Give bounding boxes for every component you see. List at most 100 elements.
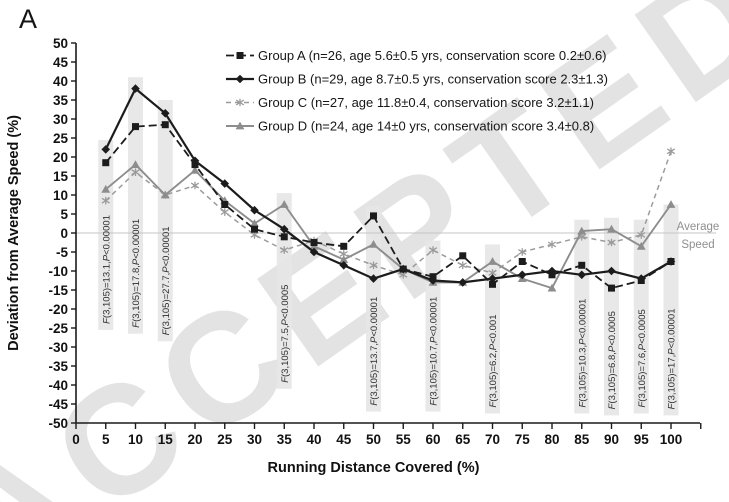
asterisk-marker <box>547 240 557 249</box>
asterisk-marker <box>666 147 676 156</box>
y-tick-label: 15 <box>53 169 69 184</box>
diamond-marker <box>279 224 289 234</box>
square-marker <box>310 239 318 246</box>
asterisk-marker <box>280 246 289 254</box>
y-tick-label: -50 <box>48 416 68 431</box>
triangle-marker <box>279 200 289 208</box>
triangle-marker <box>547 283 557 292</box>
legend-label: Group C (n=27, age 11.8±0.4, conservatio… <box>258 95 594 110</box>
diamond-marker <box>428 276 438 285</box>
square-marker <box>221 201 229 208</box>
annotation-text: F(3,105)=10.7,P<0.00001 <box>429 297 440 406</box>
annotation-text: F(3,105)=17,P<0.00001 <box>667 308 678 409</box>
x-tick-label: 55 <box>396 432 412 447</box>
annotation-text: F(3,105)=13.1,P<0.00001 <box>101 215 112 324</box>
legend: Group A (n=26, age 5.6±0.5 yrs, conserva… <box>226 48 608 134</box>
panel-label: A <box>19 4 38 34</box>
y-tick-label: -30 <box>48 340 68 355</box>
annotation-text: F(3,105)=6.8,P<0.0005 <box>607 311 618 409</box>
square-marker <box>518 258 526 265</box>
asterisk-marker <box>131 168 140 176</box>
diamond-marker <box>101 145 111 154</box>
x-tick-label: 85 <box>574 432 590 447</box>
y-axis-title: Deviation from Average Speed (%) <box>6 115 22 351</box>
legend-item-group-c: Group C (n=27, age 11.8±0.4, conservatio… <box>226 95 594 110</box>
triangle-marker <box>339 255 349 263</box>
y-tick-label: -40 <box>48 378 68 393</box>
asterisk-marker <box>637 231 646 239</box>
diamond-marker <box>517 270 527 280</box>
square-marker <box>280 233 288 241</box>
legend-label: Group A (n=26, age 5.6±0.5 yrs, conserva… <box>258 48 607 63</box>
x-tick-label: 65 <box>455 432 471 447</box>
annotation-text: F(3,105)=10.3,P<0.00001 <box>577 299 588 408</box>
x-axis-title: Running Distance Covered (%) <box>268 460 480 476</box>
y-tick-label: 50 <box>53 36 68 51</box>
asterisk-marker <box>369 261 378 270</box>
series-line <box>104 86 672 284</box>
legend-label: Group D (n=24, age 14±0 yrs, conservatio… <box>258 119 594 134</box>
x-tick-label: 45 <box>336 432 352 447</box>
annotation-bar <box>604 217 619 416</box>
x-tick-label: 0 <box>72 432 80 447</box>
asterisk-marker <box>101 196 110 205</box>
y-tick-label: -5 <box>56 245 68 260</box>
x-tick-label: 50 <box>366 432 381 447</box>
annotation-bar <box>574 219 590 414</box>
square-marker <box>608 284 615 292</box>
diamond-marker <box>607 266 616 276</box>
y-tick-label: 5 <box>60 207 68 222</box>
triangle-marker <box>160 190 170 199</box>
y-tick-label: -25 <box>48 321 68 336</box>
annotation-text: F(3,105)=27.7,P<0.00001 <box>161 226 172 335</box>
diamond-marker <box>131 84 140 93</box>
annotation-text: F(3,105)=7.5,P<0.0005 <box>280 285 291 383</box>
x-tick-label: 90 <box>604 432 619 447</box>
x-tick-label: 35 <box>277 432 293 447</box>
annotation-bar <box>663 204 679 416</box>
x-tick-label: 60 <box>425 432 440 447</box>
annotation-bars <box>98 77 679 416</box>
x-tick-label: 15 <box>158 432 174 447</box>
triangle-marker <box>636 241 646 250</box>
average-speed-label: Average Speed <box>677 221 720 251</box>
triangle-marker <box>488 257 497 265</box>
asterisk-marker <box>518 248 527 256</box>
annotation-bar <box>128 77 143 334</box>
diamond-marker <box>488 274 497 283</box>
triangle-marker <box>577 226 587 235</box>
annotation-bar <box>276 193 292 389</box>
diamond-marker <box>235 74 245 84</box>
y-tick-label: -20 <box>48 302 68 317</box>
y-tick-label: -35 <box>48 359 68 374</box>
annotation-texts: F(3,105)=13.1,P<0.00001 F(3,105)=17.8,P<0… <box>101 215 677 409</box>
triangle-marker <box>101 184 111 193</box>
y-tick-label: 0 <box>60 226 68 241</box>
x-tick-label: 95 <box>634 432 650 447</box>
x-tick-label: 75 <box>515 432 531 447</box>
square-marker <box>251 225 258 233</box>
x-tick-label: 30 <box>247 432 262 447</box>
square-marker <box>578 261 586 269</box>
triangle-marker <box>607 224 616 233</box>
asterisk-marker <box>458 261 467 270</box>
asterisk-marker <box>428 246 438 254</box>
square-marker <box>161 121 169 129</box>
y-tick-label: 40 <box>53 74 68 89</box>
annotation-text: F(3,105)=6.2,P<0.001 <box>488 315 499 408</box>
x-tick-label: 10 <box>128 432 143 447</box>
x-tick-label: 20 <box>187 432 202 447</box>
diamond-marker <box>398 264 408 274</box>
diamond-marker <box>666 257 676 266</box>
square-marker <box>489 280 496 288</box>
triangle-marker <box>250 219 259 227</box>
annotation-bar <box>157 100 173 342</box>
y-tick-label: 35 <box>53 93 69 108</box>
annotation-bar <box>633 219 649 414</box>
x-tick-label: 25 <box>217 432 233 447</box>
triangle-marker <box>235 121 245 130</box>
asterisk-marker <box>220 208 229 216</box>
square-marker <box>370 212 377 220</box>
x-tick-label: 80 <box>544 432 559 447</box>
